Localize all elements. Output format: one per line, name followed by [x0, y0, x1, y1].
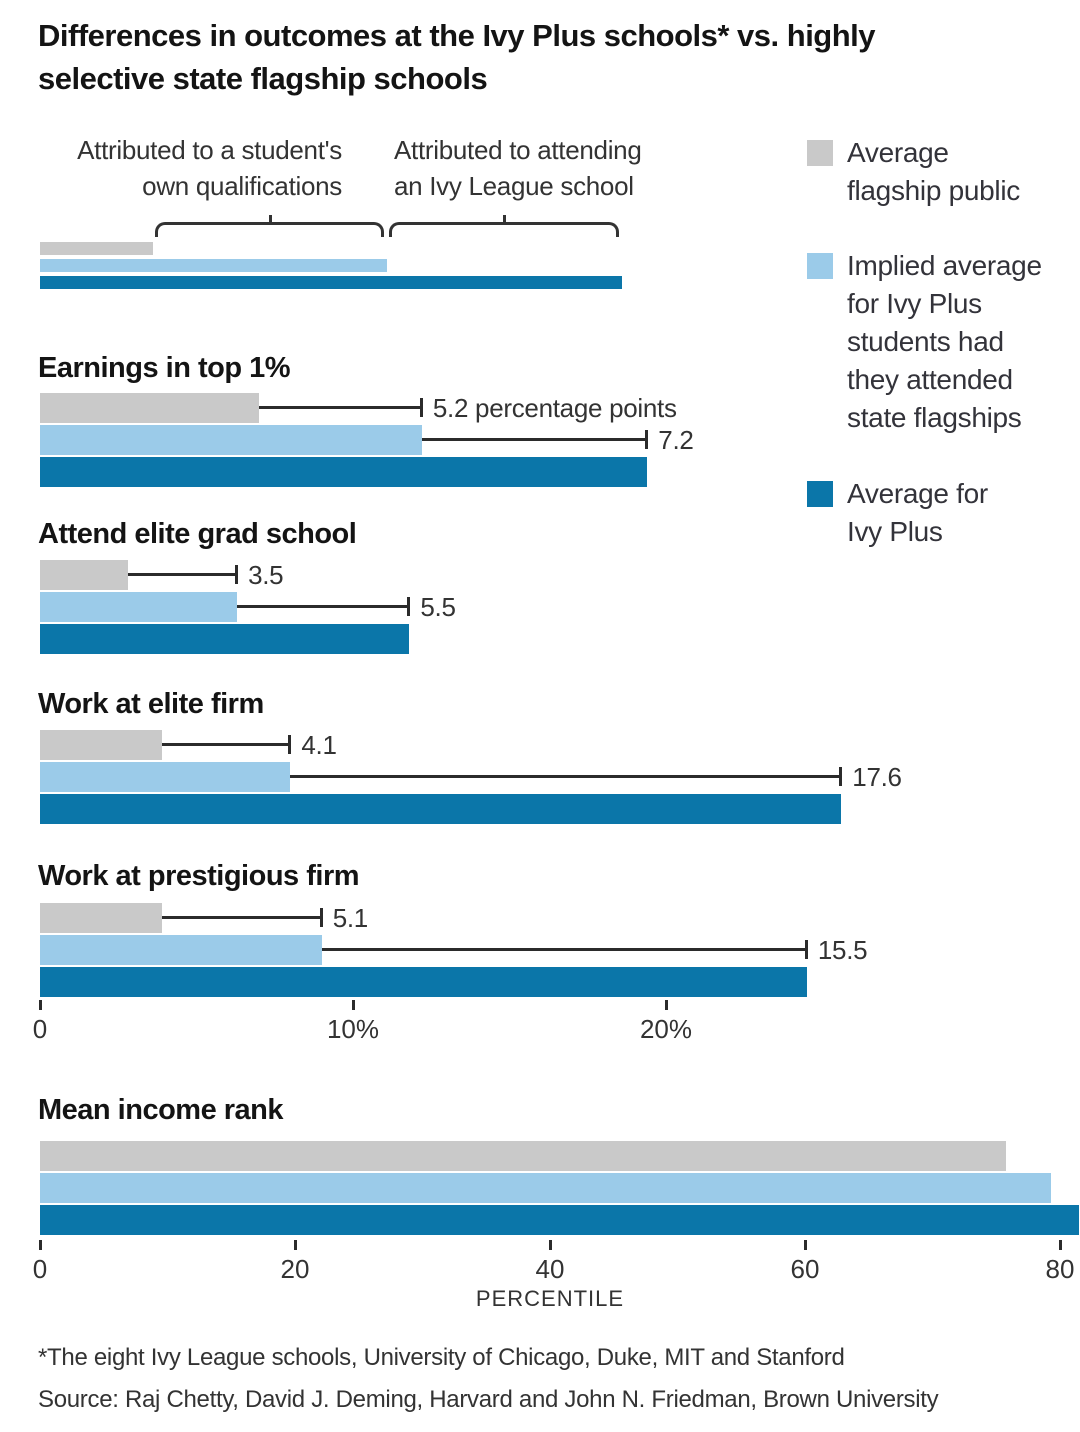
bar-flagship: [40, 1141, 1007, 1171]
axis-tick: [1059, 1240, 1062, 1250]
bar-flagship: [40, 242, 153, 255]
bar-implied: [40, 1173, 1052, 1203]
difference-line: 15.5: [321, 935, 868, 965]
difference-line: 17.6: [290, 762, 902, 792]
bracket-center-tick: [268, 215, 272, 225]
legend-swatch-ivy-plus: [807, 481, 833, 507]
line-end-cap: [419, 398, 423, 417]
footnote: *The eight Ivy League schools, Universit…: [38, 1344, 845, 1371]
axis-tick: [39, 1000, 42, 1010]
legend-label-implied: Implied average for Ivy Plus students ha…: [847, 250, 1042, 433]
axis-tick: [294, 1240, 297, 1250]
axis-tick-label: 40: [535, 1254, 565, 1284]
section-title-elite-firm: Work at elite firm: [38, 688, 264, 720]
bar-group-earnings-top-1pct: 5.2 percentage points 7.2: [40, 393, 1050, 487]
bar-flagship: [40, 393, 260, 423]
line-end-cap: [839, 767, 843, 786]
legend-label-ivy-plus: Average for Ivy Plus: [847, 478, 988, 547]
axis-tick: [665, 1000, 668, 1010]
axis-tick-label: 20: [280, 1254, 310, 1284]
line-end-cap: [645, 430, 649, 449]
axis-tick-label: 10%: [326, 1014, 380, 1044]
line-end-cap: [319, 908, 323, 927]
axis-tick-label: 0: [32, 1014, 48, 1044]
line-end-cap: [235, 565, 239, 584]
bar-group-elite-firm: 4.1 17.6: [40, 730, 1050, 824]
attribution-bracket: [154, 215, 385, 237]
difference-line: 3.5: [127, 560, 284, 590]
bar-implied: [40, 762, 291, 792]
chart-title: Differences in outcomes at the Ivy Plus …: [38, 18, 876, 96]
bar-implied: [40, 259, 388, 272]
difference-value-label: 17.6: [852, 762, 902, 792]
bar-implied: [40, 935, 322, 965]
axis-tick-label: 60: [790, 1254, 820, 1284]
explainer-mini-chart: [40, 215, 1050, 290]
axis-title-percentile: PERCENTILE: [475, 1286, 625, 1311]
section-title-mean-income-rank: Mean income rank: [38, 1094, 284, 1126]
bracket-center-tick: [503, 215, 507, 225]
difference-line: 5.1: [162, 903, 368, 933]
difference-line: 7.2: [421, 425, 694, 455]
line-end-cap: [288, 735, 292, 754]
bar-ivy: [40, 457, 648, 487]
bar-implied: [40, 425, 422, 455]
attribution-bracket: [389, 215, 620, 237]
bar-group-elite-grad-school: 3.5 5.5: [40, 560, 1050, 654]
bar-implied: [40, 592, 238, 622]
bar-ivy: [40, 276, 623, 289]
bar-ivy: [40, 794, 842, 824]
bar-group-prestigious-firm: 5.1 15.5: [40, 903, 1050, 997]
axis-tick-label: 20%: [639, 1014, 693, 1044]
source-line: Source: Raj Chetty, David J. Deming, Har…: [38, 1386, 939, 1413]
difference-value-label: 3.5: [248, 560, 284, 590]
line-end-cap: [804, 940, 808, 959]
difference-line: 5.5: [237, 592, 456, 622]
difference-value-label: 5.1: [332, 903, 369, 933]
axis-tick: [352, 1000, 355, 1010]
legend-swatch-implied: [807, 253, 833, 279]
legend-label-flagship: Average flagship public: [847, 137, 1020, 206]
difference-value-label: 15.5: [817, 935, 868, 965]
difference-line: 4.1: [162, 730, 337, 760]
legend-swatch-flagship: [807, 140, 833, 166]
difference-value-label: 5.5: [420, 592, 456, 622]
bracket-label-qualifications: Attributed to a student's own qualificat…: [77, 135, 342, 201]
axis-tick: [804, 1240, 807, 1250]
percent-axis: 0 10% 20%: [33, 1000, 1050, 1045]
difference-value-label: 4.1: [301, 730, 337, 760]
bar-ivy: [40, 624, 410, 654]
section-title-prestigious-firm: Work at prestigious firm: [38, 860, 360, 892]
bar-ivy: [40, 1205, 1080, 1235]
percentile-axis: 0 20 40 60 80: [33, 1240, 1080, 1285]
bar-flagship: [40, 903, 163, 933]
section-title-earnings-top-1pct: Earnings in top 1%: [38, 352, 291, 384]
axis-tick: [549, 1240, 552, 1250]
section-title-elite-grad-school: Attend elite grad school: [38, 518, 357, 550]
difference-line: 5.2 percentage points: [259, 393, 677, 423]
bar-ivy: [40, 967, 807, 997]
bar-flagship: [40, 730, 163, 760]
line-end-cap: [407, 597, 411, 616]
bar-flagship: [40, 560, 128, 590]
axis-tick-label: 80: [1045, 1254, 1075, 1284]
axis-tick-label: 0: [32, 1254, 48, 1284]
bracket-label-ivy-league: Attributed to attending an Ivy League sc…: [394, 135, 642, 201]
axis-tick: [39, 1240, 42, 1250]
bar-group-mean-income-rank: [40, 1141, 1080, 1235]
difference-value-label: 7.2: [658, 425, 694, 455]
difference-value-label: 5.2 percentage points: [432, 393, 677, 423]
